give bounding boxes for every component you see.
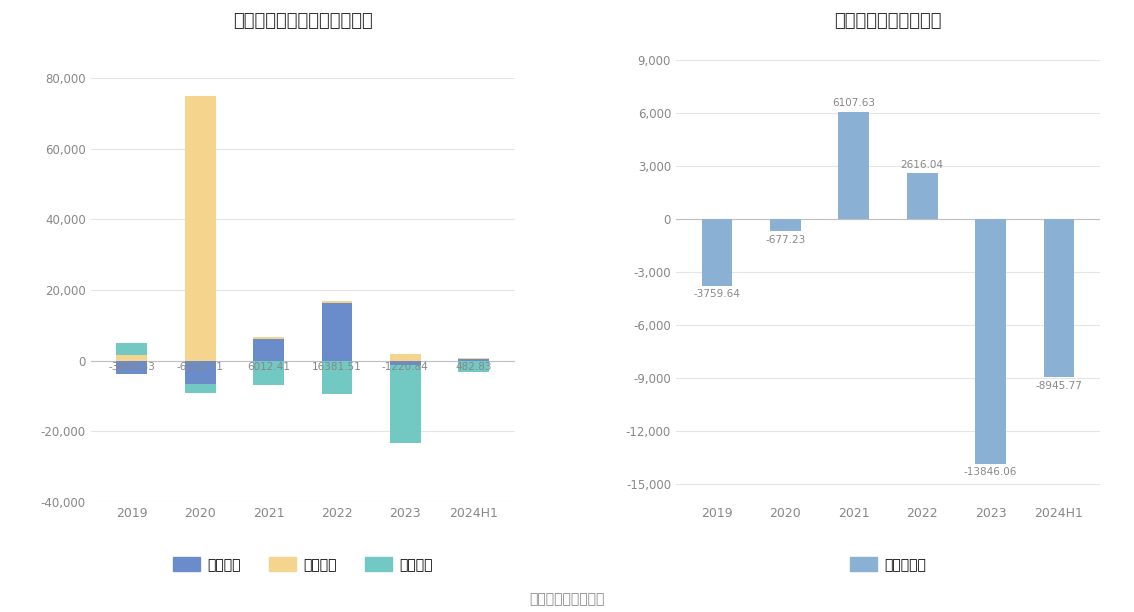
Bar [322,303,353,360]
Text: -677.23: -677.23 [765,235,805,245]
Bar [458,359,489,360]
Title: 复洁环保现金流净额（万元）: 复洁环保现金流净额（万元） [232,12,373,30]
Bar [907,173,938,219]
Bar [185,360,215,384]
Legend: 自由现金流: 自由现金流 [844,551,932,578]
Bar [838,111,869,219]
Text: -13846.06: -13846.06 [964,468,1017,477]
Bar [185,96,215,360]
Bar [117,356,147,360]
Bar [975,219,1006,464]
Bar [185,384,215,392]
Bar [322,360,353,394]
Text: -8945.77: -8945.77 [1035,381,1082,391]
Bar [117,360,147,375]
Title: 自由现金流量（万元）: 自由现金流量（万元） [835,12,941,30]
Bar [253,360,284,386]
Bar [253,337,284,340]
Legend: 经营活动, 筹资活动, 投资活动: 经营活动, 筹资活动, 投资活动 [167,551,439,578]
Bar [253,340,284,360]
Bar [702,219,733,286]
Bar [117,343,147,356]
Text: 482.83: 482.83 [456,362,492,372]
Text: 6107.63: 6107.63 [832,98,875,108]
Text: -6552.71: -6552.71 [177,362,223,372]
Bar [390,360,421,365]
Bar [390,354,421,360]
Bar [770,219,801,231]
Text: 2616.04: 2616.04 [900,160,943,170]
Text: -3759.64: -3759.64 [694,289,741,299]
Text: 16381.51: 16381.51 [312,362,362,372]
Text: 6012.41: 6012.41 [247,362,290,372]
Bar [390,365,421,442]
Bar [458,358,489,359]
Text: -1220.84: -1220.84 [382,362,429,372]
Bar [1043,219,1074,378]
Text: 数据来源：恒生聚源: 数据来源：恒生聚源 [530,592,604,606]
Bar [458,360,489,372]
Text: -3869.33: -3869.33 [109,362,155,372]
Bar [322,300,353,303]
